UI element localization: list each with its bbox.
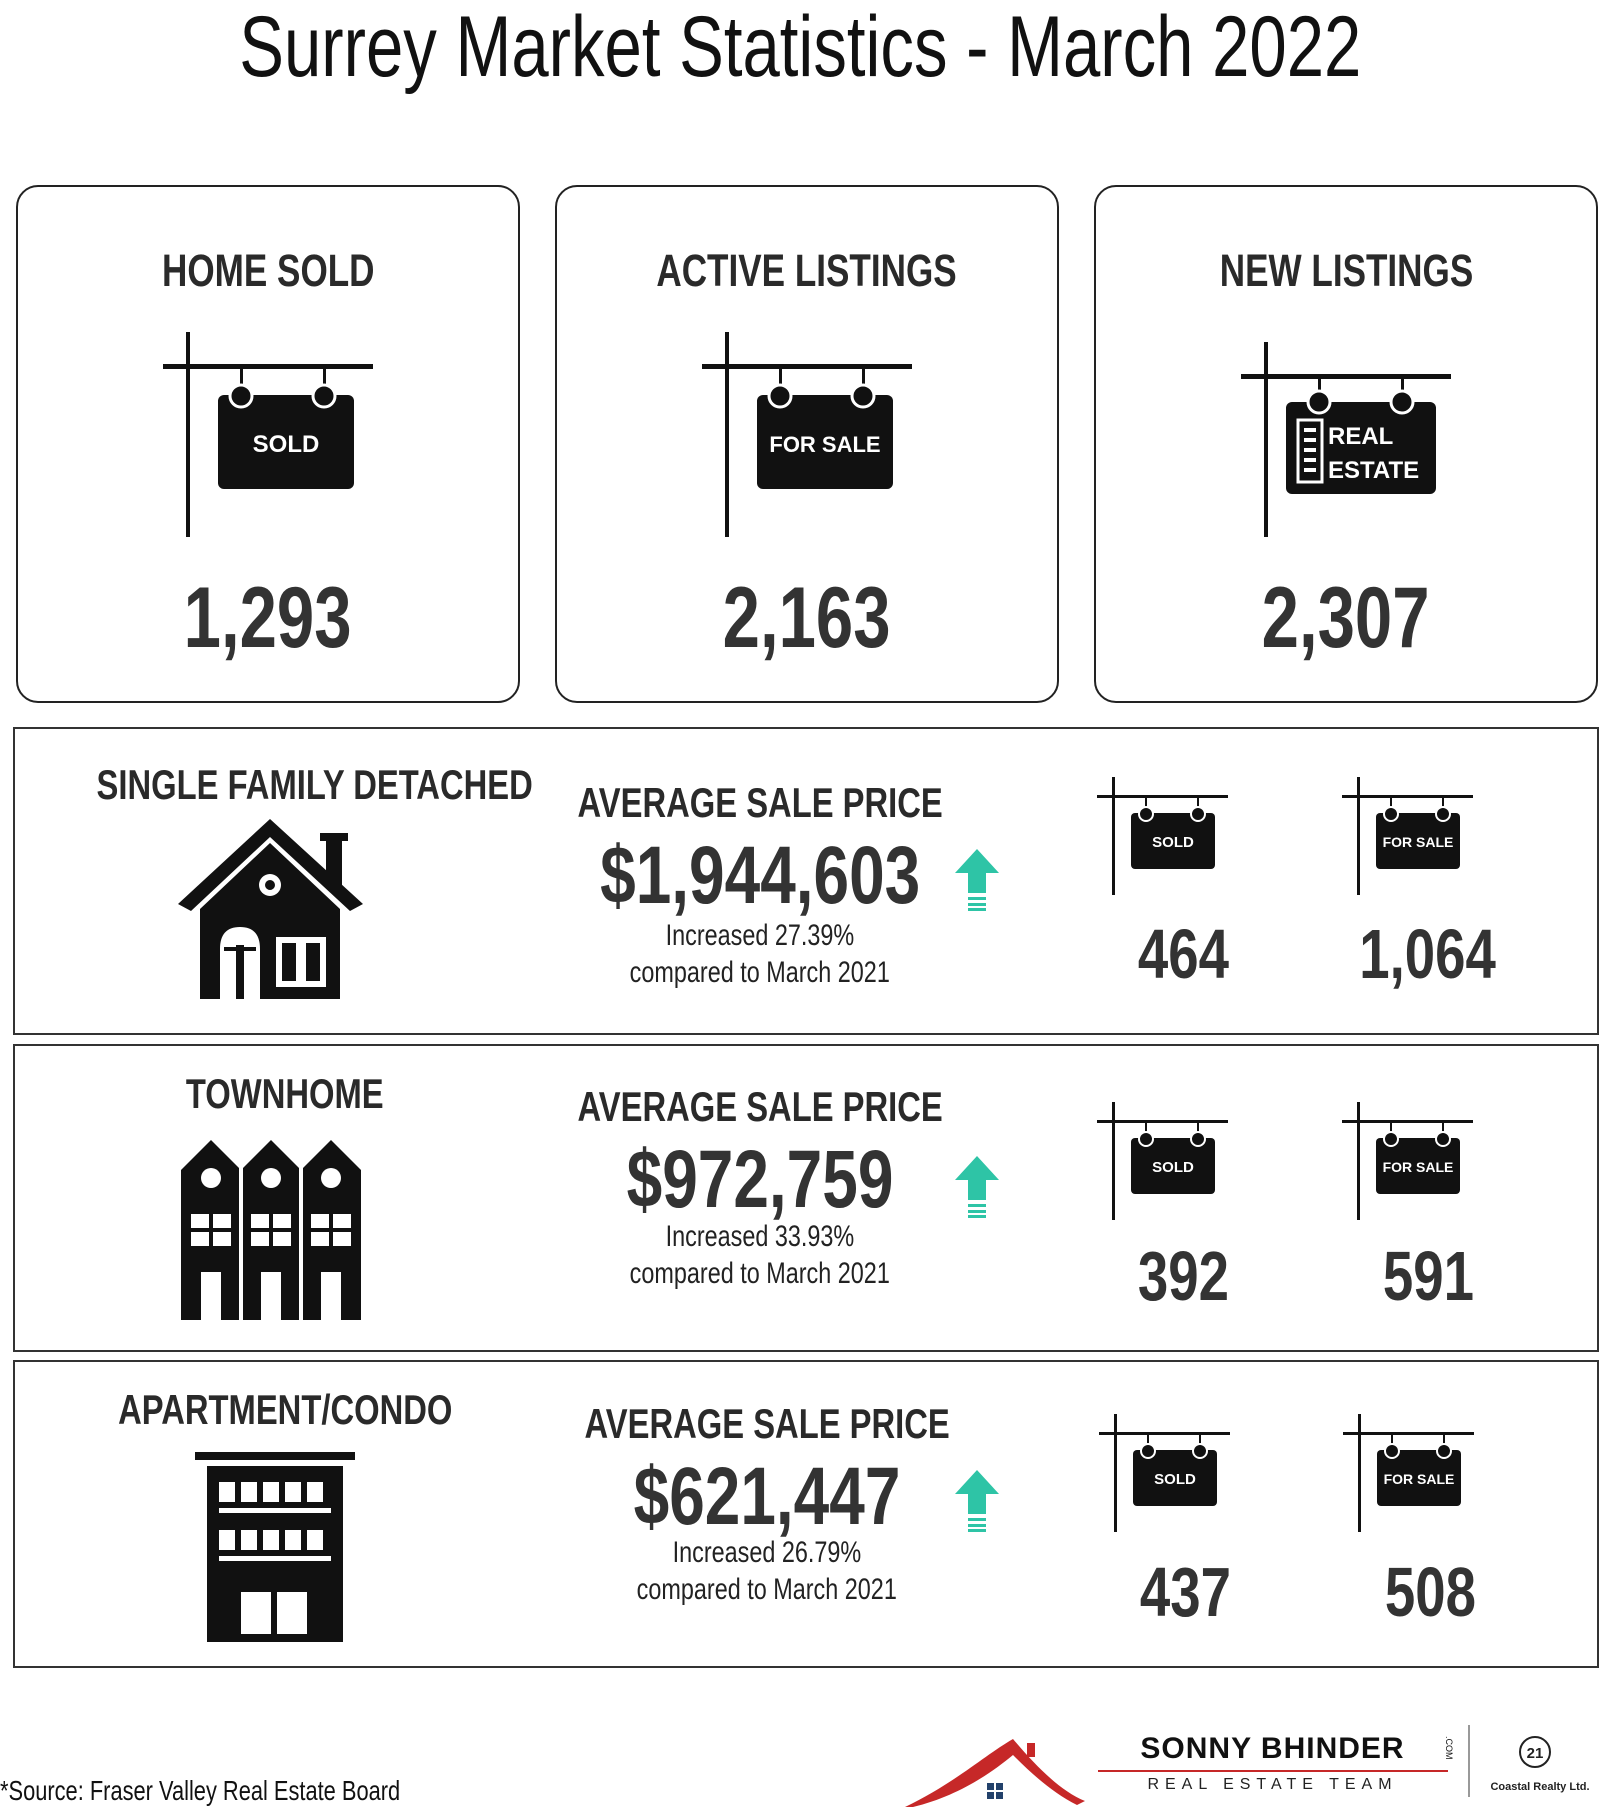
single-family-row: SINGLE FAMILY DETACHED AVERAGE SALE PRIC… bbox=[13, 727, 1599, 1035]
apartment-condo-row: APARTMENT/CONDO AVERAGE SALE PRICE $621,… bbox=[13, 1360, 1599, 1668]
svg-text:SOLD: SOLD bbox=[1154, 1471, 1196, 1488]
active-listings-value: 2,163 bbox=[723, 570, 891, 666]
for-sale-sign-icon: FOR SALE bbox=[702, 332, 912, 537]
apartment-icon bbox=[195, 1452, 355, 1642]
compare-text: compared to March 2021 bbox=[636, 1573, 898, 1606]
townhome-icon bbox=[181, 1140, 361, 1320]
page-title: Surrey Market Statistics - March 2022 bbox=[238, 0, 1362, 95]
svg-text:REAL: REAL bbox=[1328, 423, 1393, 450]
change-text: Increased 26.79% bbox=[672, 1536, 862, 1569]
for-sale-value: 508 bbox=[1384, 1553, 1476, 1631]
up-arrow-icon bbox=[955, 1156, 999, 1218]
sold-sign-icon: SOLD bbox=[1097, 777, 1228, 895]
roof-logo-icon bbox=[905, 1739, 1085, 1807]
asp-label: AVERAGE SALE PRICE bbox=[584, 1400, 950, 1447]
svg-text:SOLD: SOLD bbox=[1152, 1159, 1194, 1176]
change-text: Increased 27.39% bbox=[665, 919, 855, 952]
home-sold-value: 1,293 bbox=[184, 570, 352, 666]
svg-text:FOR SALE: FOR SALE bbox=[1383, 1159, 1454, 1175]
up-arrow-icon bbox=[955, 849, 999, 911]
for-sale-sign-icon: FOR SALE bbox=[1342, 777, 1473, 895]
asp-value: $972,759 bbox=[626, 1134, 894, 1225]
century21-logo-icon: 21 bbox=[1519, 1736, 1551, 1768]
brand-com: .COM bbox=[1444, 1736, 1454, 1760]
compare-text: compared to March 2021 bbox=[629, 1257, 891, 1290]
sold-sign-icon: SOLD bbox=[1097, 1102, 1228, 1220]
sold-sign-icon: SOLD bbox=[1099, 1414, 1230, 1532]
card-label: ACTIVE LISTINGS bbox=[656, 245, 958, 296]
brand-divider bbox=[1468, 1725, 1470, 1797]
card-label: HOME SOLD bbox=[161, 245, 375, 296]
asp-value: $621,447 bbox=[633, 1451, 901, 1542]
svg-text:FOR SALE: FOR SALE bbox=[1383, 834, 1454, 850]
century21-text: Coastal Realty Ltd. bbox=[1490, 1781, 1590, 1793]
svg-text:FOR SALE: FOR SALE bbox=[1384, 1471, 1455, 1487]
svg-text:FOR SALE: FOR SALE bbox=[769, 432, 880, 457]
svg-text:SOLD: SOLD bbox=[253, 431, 320, 458]
sold-value: 437 bbox=[1139, 1553, 1231, 1631]
active-listings-card: ACTIVE LISTINGS FOR SALE 2,163 bbox=[555, 185, 1059, 703]
property-type-label: SINGLE FAMILY DETACHED bbox=[96, 761, 533, 808]
sold-sign-icon: SOLD bbox=[163, 332, 373, 537]
brand-underline bbox=[1098, 1770, 1448, 1772]
for-sale-sign-icon: FOR SALE bbox=[1342, 1102, 1473, 1220]
property-type-label: APARTMENT/CONDO bbox=[117, 1386, 453, 1433]
svg-text:SOLD: SOLD bbox=[1152, 834, 1194, 851]
change-text: Increased 33.93% bbox=[665, 1220, 855, 1253]
brand-team: REAL ESTATE TEAM bbox=[1147, 1776, 1398, 1793]
compare-text: compared to March 2021 bbox=[629, 956, 891, 989]
svg-text:ESTATE: ESTATE bbox=[1328, 457, 1419, 484]
for-sale-value: 1,064 bbox=[1359, 915, 1497, 993]
for-sale-sign-icon: FOR SALE bbox=[1343, 1414, 1474, 1532]
new-listings-value: 2,307 bbox=[1262, 570, 1430, 666]
card-label: NEW LISTINGS bbox=[1219, 245, 1473, 296]
real-estate-sign-icon: REAL ESTATE bbox=[1241, 342, 1451, 537]
for-sale-value: 591 bbox=[1382, 1237, 1474, 1315]
sold-value: 392 bbox=[1137, 1237, 1229, 1315]
house-icon bbox=[178, 819, 363, 999]
up-arrow-icon bbox=[955, 1470, 999, 1532]
home-sold-card: HOME SOLD SOLD 1,293 bbox=[16, 185, 520, 703]
townhome-row: TOWNHOME AVERAGE SALE PRICE $972,759 bbox=[13, 1044, 1599, 1352]
property-type-label: TOWNHOME bbox=[186, 1070, 384, 1117]
asp-label: AVERAGE SALE PRICE bbox=[577, 1083, 943, 1130]
asp-value: $1,944,603 bbox=[599, 830, 921, 921]
asp-label: AVERAGE SALE PRICE bbox=[577, 779, 943, 826]
source-note: *Source: Fraser Valley Real Estate Board bbox=[0, 1775, 401, 1806]
new-listings-card: NEW LISTINGS REAL ESTATE 2,307 bbox=[1094, 185, 1598, 703]
sold-value: 464 bbox=[1137, 915, 1229, 993]
brand-name: SONNY BHINDER bbox=[1140, 1732, 1405, 1765]
svg-text:21: 21 bbox=[1527, 1745, 1544, 1762]
